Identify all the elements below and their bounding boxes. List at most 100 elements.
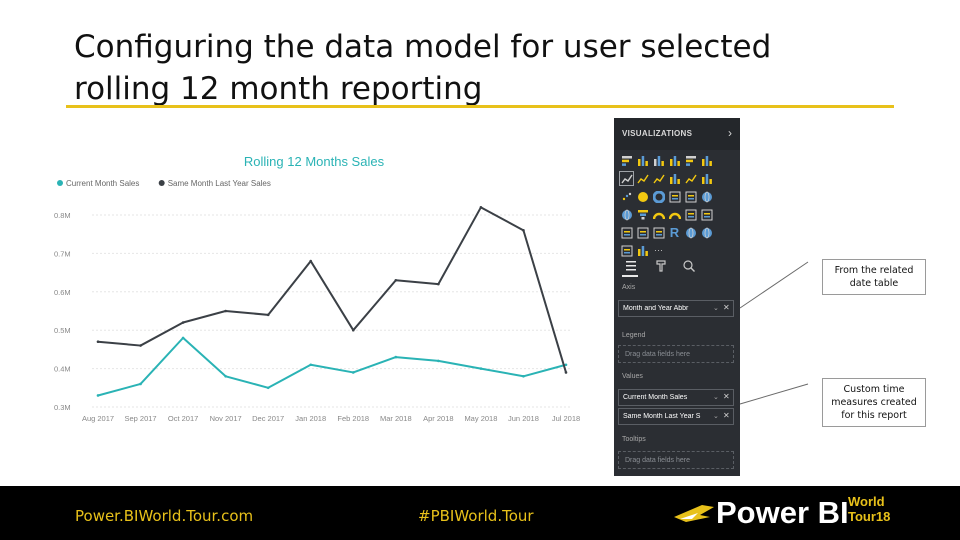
visualization-tile-icon[interactable] <box>636 208 649 221</box>
values-field-text: Same Month Last Year S <box>623 413 701 420</box>
visualization-tile-icon[interactable] <box>652 172 665 185</box>
fields-tab-icon[interactable] <box>624 259 638 273</box>
chevron-down-icon[interactable]: ⌄ <box>713 394 719 401</box>
visualization-tile-icon[interactable] <box>700 226 713 239</box>
chevron-down-icon[interactable]: ⌄ <box>713 413 719 420</box>
x-tick-label: Nov 2017 <box>210 414 242 423</box>
legend-drop-zone[interactable]: Drag data fields here <box>618 345 734 363</box>
x-tick-label: Apr 2018 <box>423 414 453 423</box>
x-tick-label: May 2018 <box>464 414 497 423</box>
y-tick-label: 0.6M <box>54 288 71 297</box>
visualization-tile-icon[interactable] <box>620 208 633 221</box>
axis-field[interactable]: Month and Year Abbr ⌄ ✕ <box>618 300 734 317</box>
visualization-tile-icon[interactable] <box>620 190 633 203</box>
data-point <box>266 313 270 317</box>
visualization-tile-icon[interactable] <box>668 154 681 167</box>
visualization-tile-icon[interactable] <box>636 226 649 239</box>
data-point <box>351 328 355 332</box>
fields-tab-active-indicator <box>622 275 638 277</box>
visualization-tile-icon[interactable] <box>652 190 665 203</box>
visualization-glyph <box>652 212 665 219</box>
data-point <box>139 344 142 347</box>
pane-tabbar <box>614 254 740 278</box>
visualization-glyph <box>669 155 680 166</box>
visualization-glyph <box>636 174 649 183</box>
legend-placeholder: Drag data fields here <box>625 351 690 358</box>
data-point <box>181 321 185 324</box>
visualization-tile-icon[interactable] <box>700 190 713 203</box>
visualization-tile-icon[interactable] <box>620 154 633 167</box>
legend-label: Same Month Last Year Sales <box>168 179 271 188</box>
visualization-glyph <box>621 209 632 220</box>
axis-field-text: Month and Year Abbr <box>623 305 689 312</box>
visualization-row <box>619 171 736 186</box>
visualization-row <box>620 154 736 167</box>
tooltips-well-label: Tooltips <box>622 436 646 443</box>
visualization-tile-icon[interactable] <box>684 172 697 185</box>
visualization-glyph <box>701 209 712 220</box>
footer-hashtag: #PBIWorld.Tour <box>418 507 534 525</box>
data-point <box>96 394 100 397</box>
visualization-tile-icon[interactable] <box>668 208 681 221</box>
values-field[interactable]: Same Month Last Year S ⌄ ✕ <box>618 408 734 425</box>
visualization-tile-icon[interactable] <box>636 172 649 185</box>
data-point <box>564 363 568 367</box>
visualization-tile-icon[interactable] <box>636 190 649 203</box>
data-point <box>522 374 525 378</box>
x-tick-label: Jul 2018 <box>552 414 580 423</box>
values-field-text: Current Month Sales <box>623 394 688 401</box>
remove-field-icon[interactable]: ✕ <box>723 392 730 401</box>
data-point <box>522 229 525 232</box>
visualization-glyph <box>637 227 648 238</box>
visualization-tile-icon[interactable] <box>636 244 649 257</box>
collapse-pane-chevron-icon[interactable]: › <box>728 126 732 140</box>
more-visuals-icon: ··· <box>654 245 663 255</box>
data-point <box>309 363 313 367</box>
visualization-row <box>620 190 736 203</box>
visualization-tile-icon[interactable] <box>652 208 665 221</box>
tooltips-drop-zone[interactable]: Drag data fields here <box>618 451 734 469</box>
format-tab-icon[interactable] <box>654 259 668 273</box>
visualization-tile-icon[interactable] <box>652 154 665 167</box>
remove-field-icon[interactable]: ✕ <box>723 303 730 312</box>
visualization-tile-icon[interactable] <box>684 154 697 167</box>
legend-well-label: Legend <box>622 332 646 339</box>
footer-website: Power.BIWorld.Tour.com <box>75 507 254 525</box>
visualization-glyph <box>668 212 681 219</box>
data-point <box>309 259 313 263</box>
chevron-down-icon[interactable]: ⌄ <box>713 305 719 312</box>
visualization-glyph <box>653 227 664 238</box>
visualization-glyph <box>622 192 631 200</box>
legend-label: Current Month Sales <box>66 179 139 188</box>
visualization-tile-icon[interactable] <box>700 172 713 185</box>
slide-title: Configuring the data model for user sele… <box>74 29 772 107</box>
visualization-tile-icon[interactable] <box>620 244 633 257</box>
visualization-glyph <box>685 191 696 202</box>
visualization-tile-icon[interactable] <box>668 190 681 203</box>
visualization-tile-icon[interactable]: R <box>668 226 681 239</box>
visualization-glyph <box>637 245 648 256</box>
visualization-tile-icon[interactable] <box>636 154 649 167</box>
visualization-glyph <box>621 155 632 166</box>
visualization-tile-icon[interactable] <box>700 154 713 167</box>
visualization-tile-icon[interactable] <box>620 226 633 239</box>
visualization-tile-icon[interactable] <box>700 208 713 221</box>
visualization-tile-icon[interactable] <box>684 226 697 239</box>
pane-header: VISUALIZATIONS › <box>614 118 740 150</box>
series-line <box>97 336 567 397</box>
values-field[interactable]: Current Month Sales ⌄ ✕ <box>618 389 734 406</box>
visualization-tile-icon[interactable] <box>668 172 681 185</box>
visualization-glyph <box>685 209 696 220</box>
remove-field-icon[interactable]: ✕ <box>723 411 730 420</box>
visualization-tile-icon[interactable]: ··· <box>652 244 665 257</box>
callout-connector-line <box>739 383 809 405</box>
callout-time-measures: Custom time measures created for this re… <box>822 378 926 427</box>
visualization-tile-icon[interactable] <box>652 226 665 239</box>
analytics-tab-icon[interactable] <box>682 259 696 273</box>
values-well-label: Values <box>622 373 643 380</box>
visualization-tile-icon[interactable] <box>619 171 634 186</box>
data-point <box>437 282 440 286</box>
y-tick-label: 0.3M <box>54 403 71 412</box>
visualization-tile-icon[interactable] <box>684 208 697 221</box>
visualization-tile-icon[interactable] <box>684 190 697 203</box>
